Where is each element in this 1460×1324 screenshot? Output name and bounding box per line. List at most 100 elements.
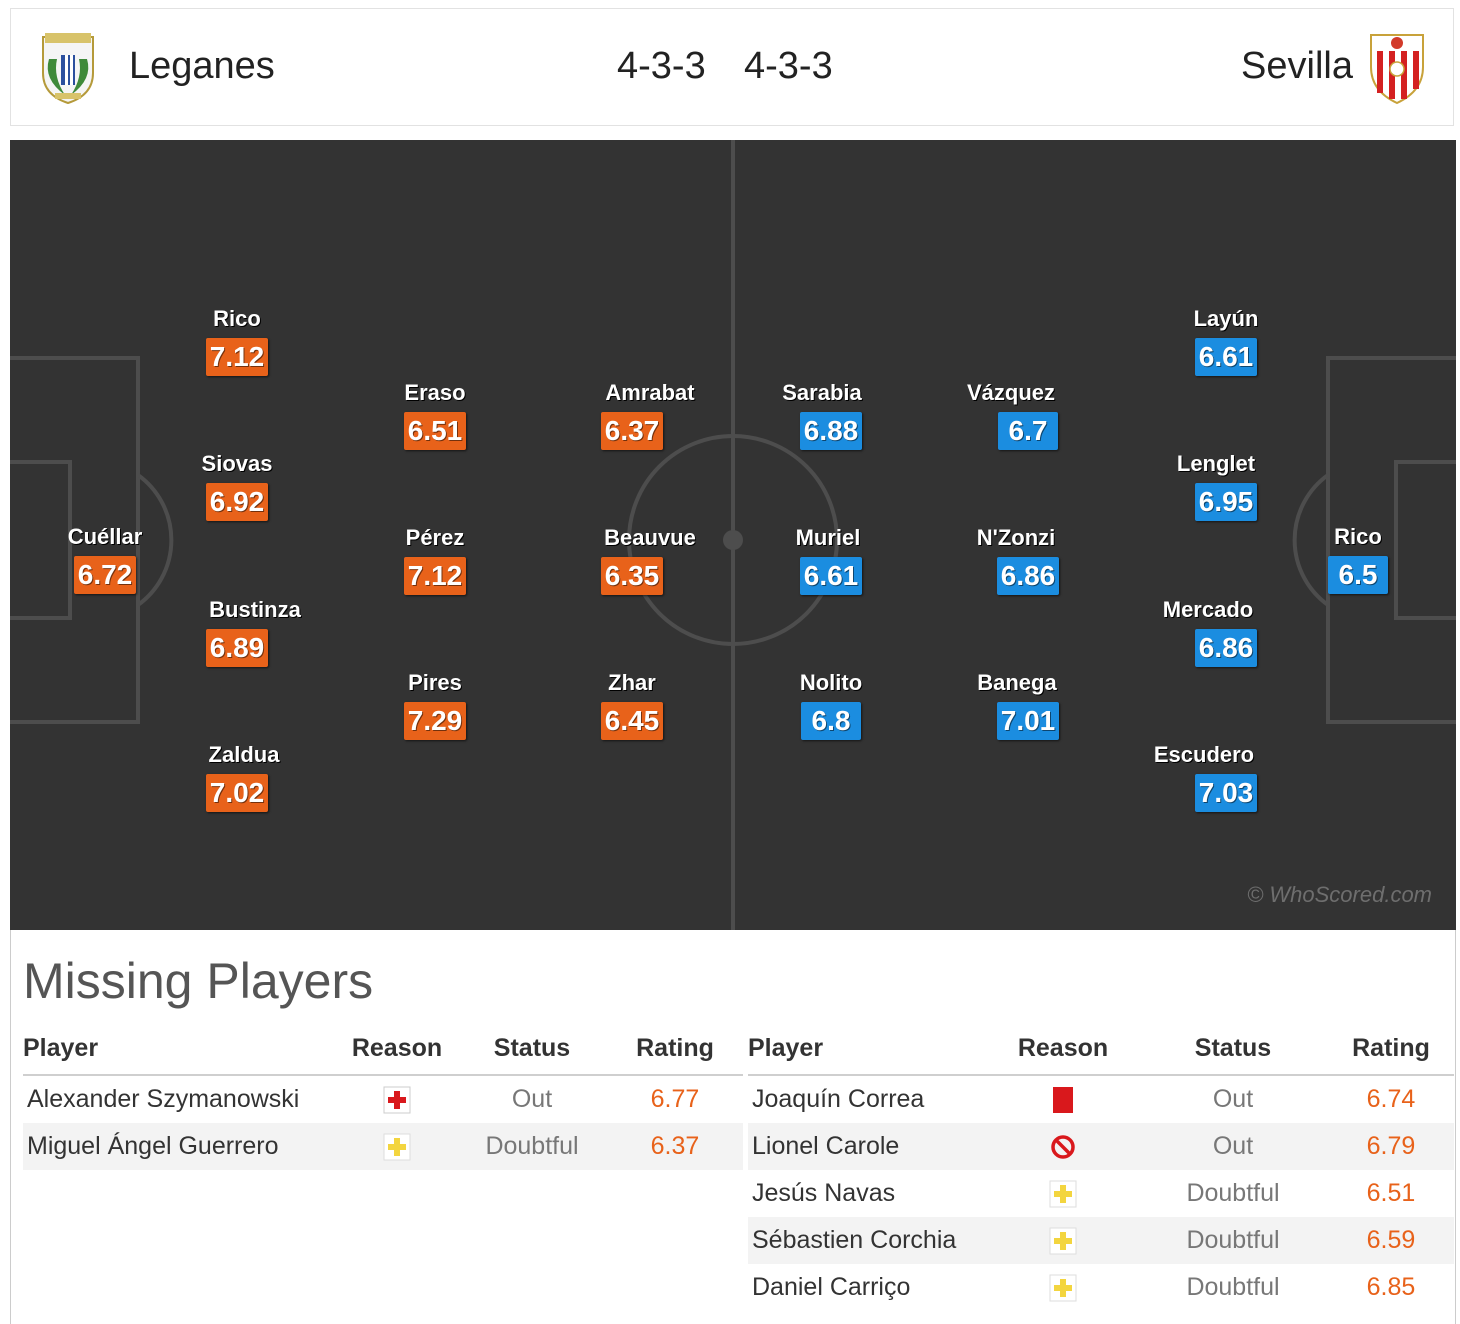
player-rating: 6.95: [1194, 483, 1258, 521]
player-away-rico[interactable]: Rico 6.5: [1288, 524, 1428, 594]
player-home-rico[interactable]: Rico 7.12: [167, 306, 307, 376]
player-rating: 7.29: [403, 702, 467, 740]
player-away-muriel[interactable]: Muriel 6.61: [761, 525, 901, 595]
rating-cell: 6.77: [650, 1085, 700, 1113]
player-name: Bustinza: [209, 597, 301, 622]
player-name: Vázquez: [966, 380, 1056, 405]
player-rating: 6.37: [600, 412, 664, 450]
player-home-siovas[interactable]: Siovas 6.92: [167, 451, 307, 521]
player-rating: 6.61: [1194, 338, 1258, 376]
player-rating: 6.45: [600, 702, 664, 740]
player-rating: 7.03: [1194, 774, 1258, 812]
player-name: Layún: [1193, 306, 1259, 331]
player-name: Siovas: [201, 451, 273, 476]
home-team-name[interactable]: Leganes: [129, 45, 275, 87]
player-away-mercado[interactable]: Mercado 6.86: [1156, 597, 1296, 667]
player-away-vazquez[interactable]: Vázquez 6.7: [958, 380, 1098, 450]
col-player[interactable]: Player: [748, 1022, 988, 1076]
col-status[interactable]: Status: [457, 1022, 607, 1076]
col-status[interactable]: Status: [1138, 1022, 1328, 1076]
rating-cell: 6.51: [1366, 1179, 1416, 1207]
player-name: Beauvue: [604, 525, 696, 550]
player-name: Muriel: [795, 525, 861, 550]
match-header: Leganes 4-3-3 4-3-3 Sevilla: [10, 8, 1454, 126]
player-rating: 6.86: [1194, 629, 1258, 667]
away-team-name[interactable]: Sevilla: [1241, 45, 1353, 87]
player-rating: 7.12: [403, 557, 467, 595]
status-cell: Doubtful: [1138, 1217, 1328, 1264]
red-card-icon[interactable]: [1051, 1086, 1075, 1114]
doubtful-icon[interactable]: [1049, 1180, 1077, 1208]
player-away-lenglet[interactable]: Lenglet 6.95: [1156, 451, 1296, 521]
player-rating: 6.89: [205, 629, 269, 667]
col-reason[interactable]: Reason: [988, 1022, 1138, 1076]
player-cell[interactable]: Miguel Ángel Guerrero: [23, 1123, 337, 1170]
table-row: Sébastien Corchia Doubtful 6.59: [748, 1217, 1454, 1264]
col-rating[interactable]: Rating: [607, 1022, 743, 1076]
away-missing-table: Player Reason Status Rating Joaquín Corr…: [748, 1022, 1454, 1311]
table-row: Lionel Carole Out 6.79: [748, 1123, 1454, 1170]
player-cell[interactable]: Alexander Szymanowski: [27, 1085, 300, 1113]
player-home-beauvue[interactable]: Beauvue 6.35: [562, 525, 702, 595]
player-name: Zaldua: [208, 742, 280, 767]
doubtful-icon[interactable]: [383, 1133, 411, 1161]
player-home-eraso[interactable]: Eraso 6.51: [365, 380, 505, 450]
away-formation: 4-3-3: [744, 45, 833, 87]
player-away-nolito[interactable]: Nolito 6.8: [761, 670, 901, 740]
player-home-perez[interactable]: Pérez 7.12: [365, 525, 505, 595]
rating-cell: 6.85: [1366, 1273, 1416, 1301]
status-cell: Out: [1138, 1123, 1328, 1170]
player-rating: 6.72: [73, 556, 137, 594]
reason-cell: [337, 1123, 457, 1170]
player-cell[interactable]: Joaquín Correa: [752, 1085, 925, 1113]
player-name: Nolito: [799, 670, 863, 695]
player-home-zhar[interactable]: Zhar 6.45: [562, 670, 702, 740]
col-reason[interactable]: Reason: [337, 1022, 457, 1076]
missing-players-panel: Missing Players Player Reason Status Rat…: [10, 930, 1456, 1324]
col-rating[interactable]: Rating: [1328, 1022, 1454, 1076]
player-name: Mercado: [1162, 597, 1254, 622]
player-away-banega[interactable]: Banega 7.01: [958, 670, 1098, 740]
whoscored-watermark: © WhoScored.com: [1247, 882, 1432, 907]
player-rating: 6.8: [801, 702, 861, 740]
player-name: Zhar: [608, 670, 656, 695]
doubtful-icon[interactable]: [1049, 1274, 1077, 1302]
player-rating: 6.86: [996, 557, 1060, 595]
player-home-amrabat[interactable]: Amrabat 6.37: [562, 380, 702, 450]
table-row: Joaquín Correa Out 6.74: [748, 1075, 1454, 1123]
player-rating: 7.02: [205, 774, 269, 812]
player-name: Rico: [1334, 524, 1382, 549]
player-away-escudero[interactable]: Escudero 7.03: [1154, 742, 1296, 812]
player-away-nzonzi[interactable]: N'Zonzi 6.86: [958, 525, 1098, 595]
player-name: Sarabia: [782, 380, 862, 405]
status-cell: Out: [1212, 1085, 1254, 1113]
table-row: Miguel Ángel Guerrero Doubtful 6.37: [23, 1123, 743, 1170]
player-rating: 6.92: [205, 483, 269, 521]
suspended-icon[interactable]: [1050, 1134, 1076, 1160]
player-home-bustinza[interactable]: Bustinza 6.89: [167, 597, 307, 667]
reason-cell: [988, 1123, 1138, 1170]
table-row: Alexander Szymanowski Out 6.77: [23, 1075, 743, 1123]
player-home-pires[interactable]: Pires 7.29: [365, 670, 505, 740]
leganes-crest-icon[interactable]: [35, 29, 101, 105]
home-formation: 4-3-3: [617, 45, 706, 87]
pitch-markings: [10, 140, 1456, 930]
col-player[interactable]: Player: [23, 1022, 337, 1076]
doubtful-icon[interactable]: [1049, 1227, 1077, 1255]
player-away-sarabia[interactable]: Sarabia 6.88: [761, 380, 901, 450]
injury-icon[interactable]: [383, 1086, 411, 1114]
player-cell[interactable]: Sébastien Corchia: [748, 1217, 988, 1264]
player-away-layun[interactable]: Layún 6.61: [1156, 306, 1296, 376]
player-cell[interactable]: Jesús Navas: [752, 1179, 896, 1207]
sevilla-crest-icon[interactable]: [1367, 29, 1427, 105]
home-missing-table: Player Reason Status Rating Alexander Sz…: [23, 1022, 743, 1170]
pitch: Cuéllar 6.72 Rico 7.12 Siovas 6.92 Busti…: [10, 140, 1456, 930]
player-rating: 6.35: [600, 557, 664, 595]
player-cell[interactable]: Daniel Carriço: [752, 1273, 911, 1301]
player-home-cuellar[interactable]: Cuéllar 6.72: [35, 524, 175, 594]
player-rating: 6.5: [1328, 556, 1388, 594]
status-cell: Doubtful: [1186, 1179, 1280, 1207]
player-home-zaldua[interactable]: Zaldua 7.02: [167, 742, 307, 812]
reason-cell: [337, 1075, 457, 1123]
player-cell[interactable]: Lionel Carole: [748, 1123, 988, 1170]
